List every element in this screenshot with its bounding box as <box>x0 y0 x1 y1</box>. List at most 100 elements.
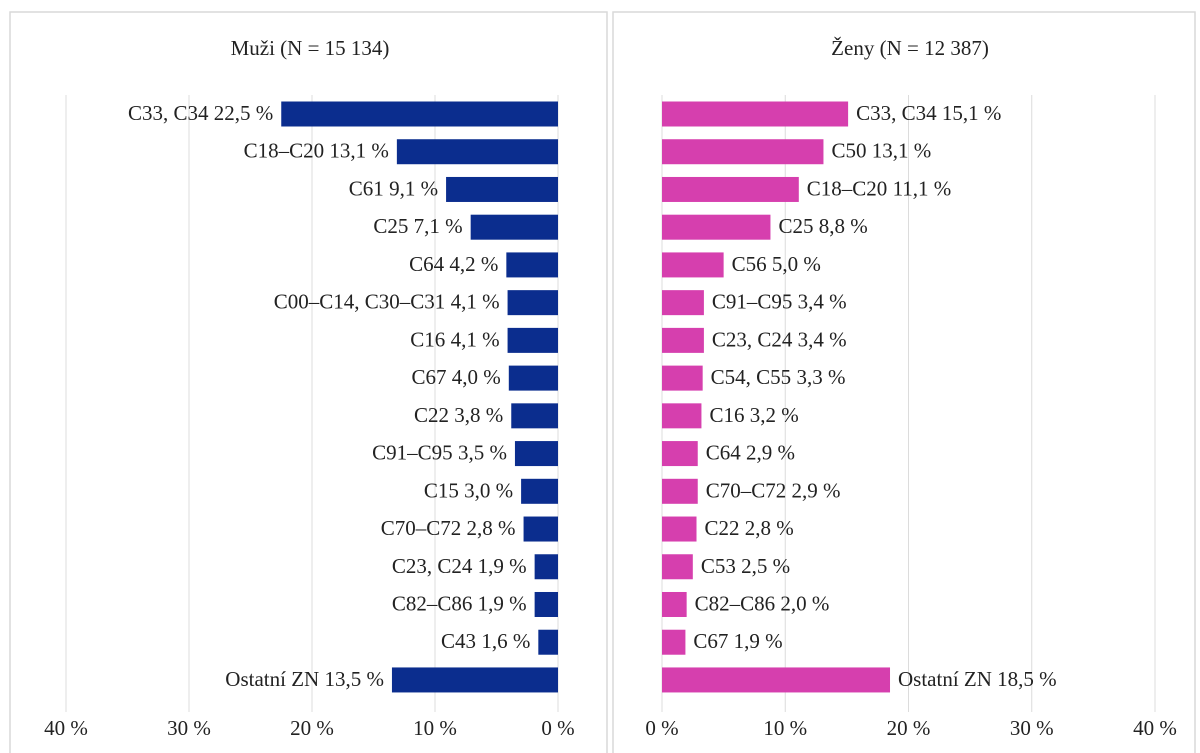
chart-title: Ženy (N = 12 387) <box>831 36 989 60</box>
category-label: C70–C72 <box>706 478 787 502</box>
value-label: 13,1 % <box>329 139 389 163</box>
value-label: 7,1 % <box>414 214 463 238</box>
category-label: C70–C72 <box>381 516 462 540</box>
category-label: C16 <box>410 327 445 351</box>
panel-frame <box>612 11 1196 753</box>
bar-label: C16 4,1 % <box>410 327 499 351</box>
bar <box>511 403 558 429</box>
category-label: C64 <box>409 252 445 276</box>
value-label: 22,5 % <box>214 101 274 125</box>
category-label: C64 <box>706 440 742 464</box>
bar-label: C43 1,6 % <box>441 629 530 653</box>
bar <box>446 176 558 202</box>
bar <box>662 214 771 240</box>
value-label: 2,8 % <box>745 516 794 540</box>
category-label: C33, C34 <box>856 101 937 125</box>
bar-label: C50 13,1 % <box>831 139 931 163</box>
value-label: 3,5 % <box>458 440 507 464</box>
category-label: C67 <box>412 365 447 389</box>
bar <box>662 252 724 278</box>
bar <box>521 478 558 504</box>
category-label: C23, C24 <box>392 554 473 578</box>
bar-label: C64 2,9 % <box>706 440 795 464</box>
value-label: 2,9 % <box>792 478 841 502</box>
category-label: C82–C86 <box>392 591 473 615</box>
category-label: C16 <box>709 403 744 427</box>
x-tick-label: 40 % <box>44 716 88 740</box>
category-label: Ostatní ZN <box>225 667 319 691</box>
bar-label: C25 7,1 % <box>373 214 462 238</box>
value-label: 2,8 % <box>467 516 516 540</box>
value-label: 2,0 % <box>780 591 829 615</box>
value-label: 1,9 % <box>478 591 527 615</box>
category-label: C91–C95 <box>372 440 453 464</box>
value-label: 2,5 % <box>741 554 790 578</box>
bar <box>662 139 824 165</box>
bar-label: C64 4,2 % <box>409 252 498 276</box>
bar-label: C56 5,0 % <box>732 252 821 276</box>
category-label: C25 <box>778 214 813 238</box>
value-label: 3,4 % <box>798 327 847 351</box>
category-label: C25 <box>373 214 408 238</box>
bar-label: C67 1,9 % <box>693 629 782 653</box>
bar <box>507 327 558 353</box>
value-label: 3,2 % <box>750 403 799 427</box>
bar <box>281 101 558 127</box>
bar-label: C18–C20 13,1 % <box>244 139 389 163</box>
bar <box>507 290 558 316</box>
x-tick-label: 0 % <box>541 716 574 740</box>
x-tick-label: 10 % <box>763 716 807 740</box>
category-label: C22 <box>705 516 740 540</box>
x-tick-label: 20 % <box>887 716 931 740</box>
value-label: 13,1 % <box>872 139 932 163</box>
category-label: C15 <box>424 478 459 502</box>
x-tick-label: 40 % <box>1133 716 1177 740</box>
bar-label: C82–C86 2,0 % <box>695 591 830 615</box>
bar <box>506 252 558 278</box>
bar-label: C67 4,0 % <box>412 365 501 389</box>
bar-label: C70–C72 2,8 % <box>381 516 516 540</box>
x-tick-label: 30 % <box>1010 716 1054 740</box>
chart-title: Muži (N = 15 134) <box>231 36 390 60</box>
bar-label: C22 2,8 % <box>705 516 794 540</box>
panel-frame <box>9 11 608 753</box>
category-label: C22 <box>414 403 449 427</box>
bar-label: C18–C20 11,1 % <box>807 176 951 200</box>
bar <box>538 629 558 655</box>
value-label: 3,4 % <box>798 289 847 313</box>
value-label: 4,1 % <box>451 327 500 351</box>
value-label: 1,6 % <box>481 629 530 653</box>
value-label: 3,8 % <box>454 403 503 427</box>
bar-label: C91–C95 3,4 % <box>712 289 847 313</box>
bar <box>470 214 558 240</box>
bar-label: C91–C95 3,5 % <box>372 440 507 464</box>
bar <box>662 365 703 391</box>
bar <box>662 667 891 693</box>
bar-label: C82–C86 1,9 % <box>392 591 527 615</box>
bar <box>534 591 558 617</box>
bar <box>662 441 698 467</box>
bar-label: C54, C55 3,3 % <box>711 365 846 389</box>
bar <box>391 667 558 693</box>
x-tick-label: 20 % <box>290 716 334 740</box>
category-label: C61 <box>349 176 384 200</box>
bar <box>662 176 799 202</box>
bar-label: C00–C14, C30–C31 4,1 % <box>274 289 500 313</box>
value-label: 9,1 % <box>389 176 438 200</box>
value-label: 13,5 % <box>324 667 384 691</box>
bar <box>662 554 693 580</box>
bar <box>514 441 558 467</box>
value-label: 3,3 % <box>796 365 845 389</box>
value-label: 3,0 % <box>464 478 513 502</box>
bar-label: C15 3,0 % <box>424 478 513 502</box>
bar <box>662 629 686 655</box>
value-label: 4,2 % <box>449 252 498 276</box>
bar <box>662 290 704 316</box>
value-label: 15,1 % <box>942 101 1002 125</box>
category-label: C50 <box>831 139 866 163</box>
category-label: C91–C95 <box>712 289 793 313</box>
bar-label: Ostatní ZN 18,5 % <box>898 667 1057 691</box>
category-label: Ostatní ZN <box>898 667 992 691</box>
bar-label: Ostatní ZN 13,5 % <box>225 667 384 691</box>
